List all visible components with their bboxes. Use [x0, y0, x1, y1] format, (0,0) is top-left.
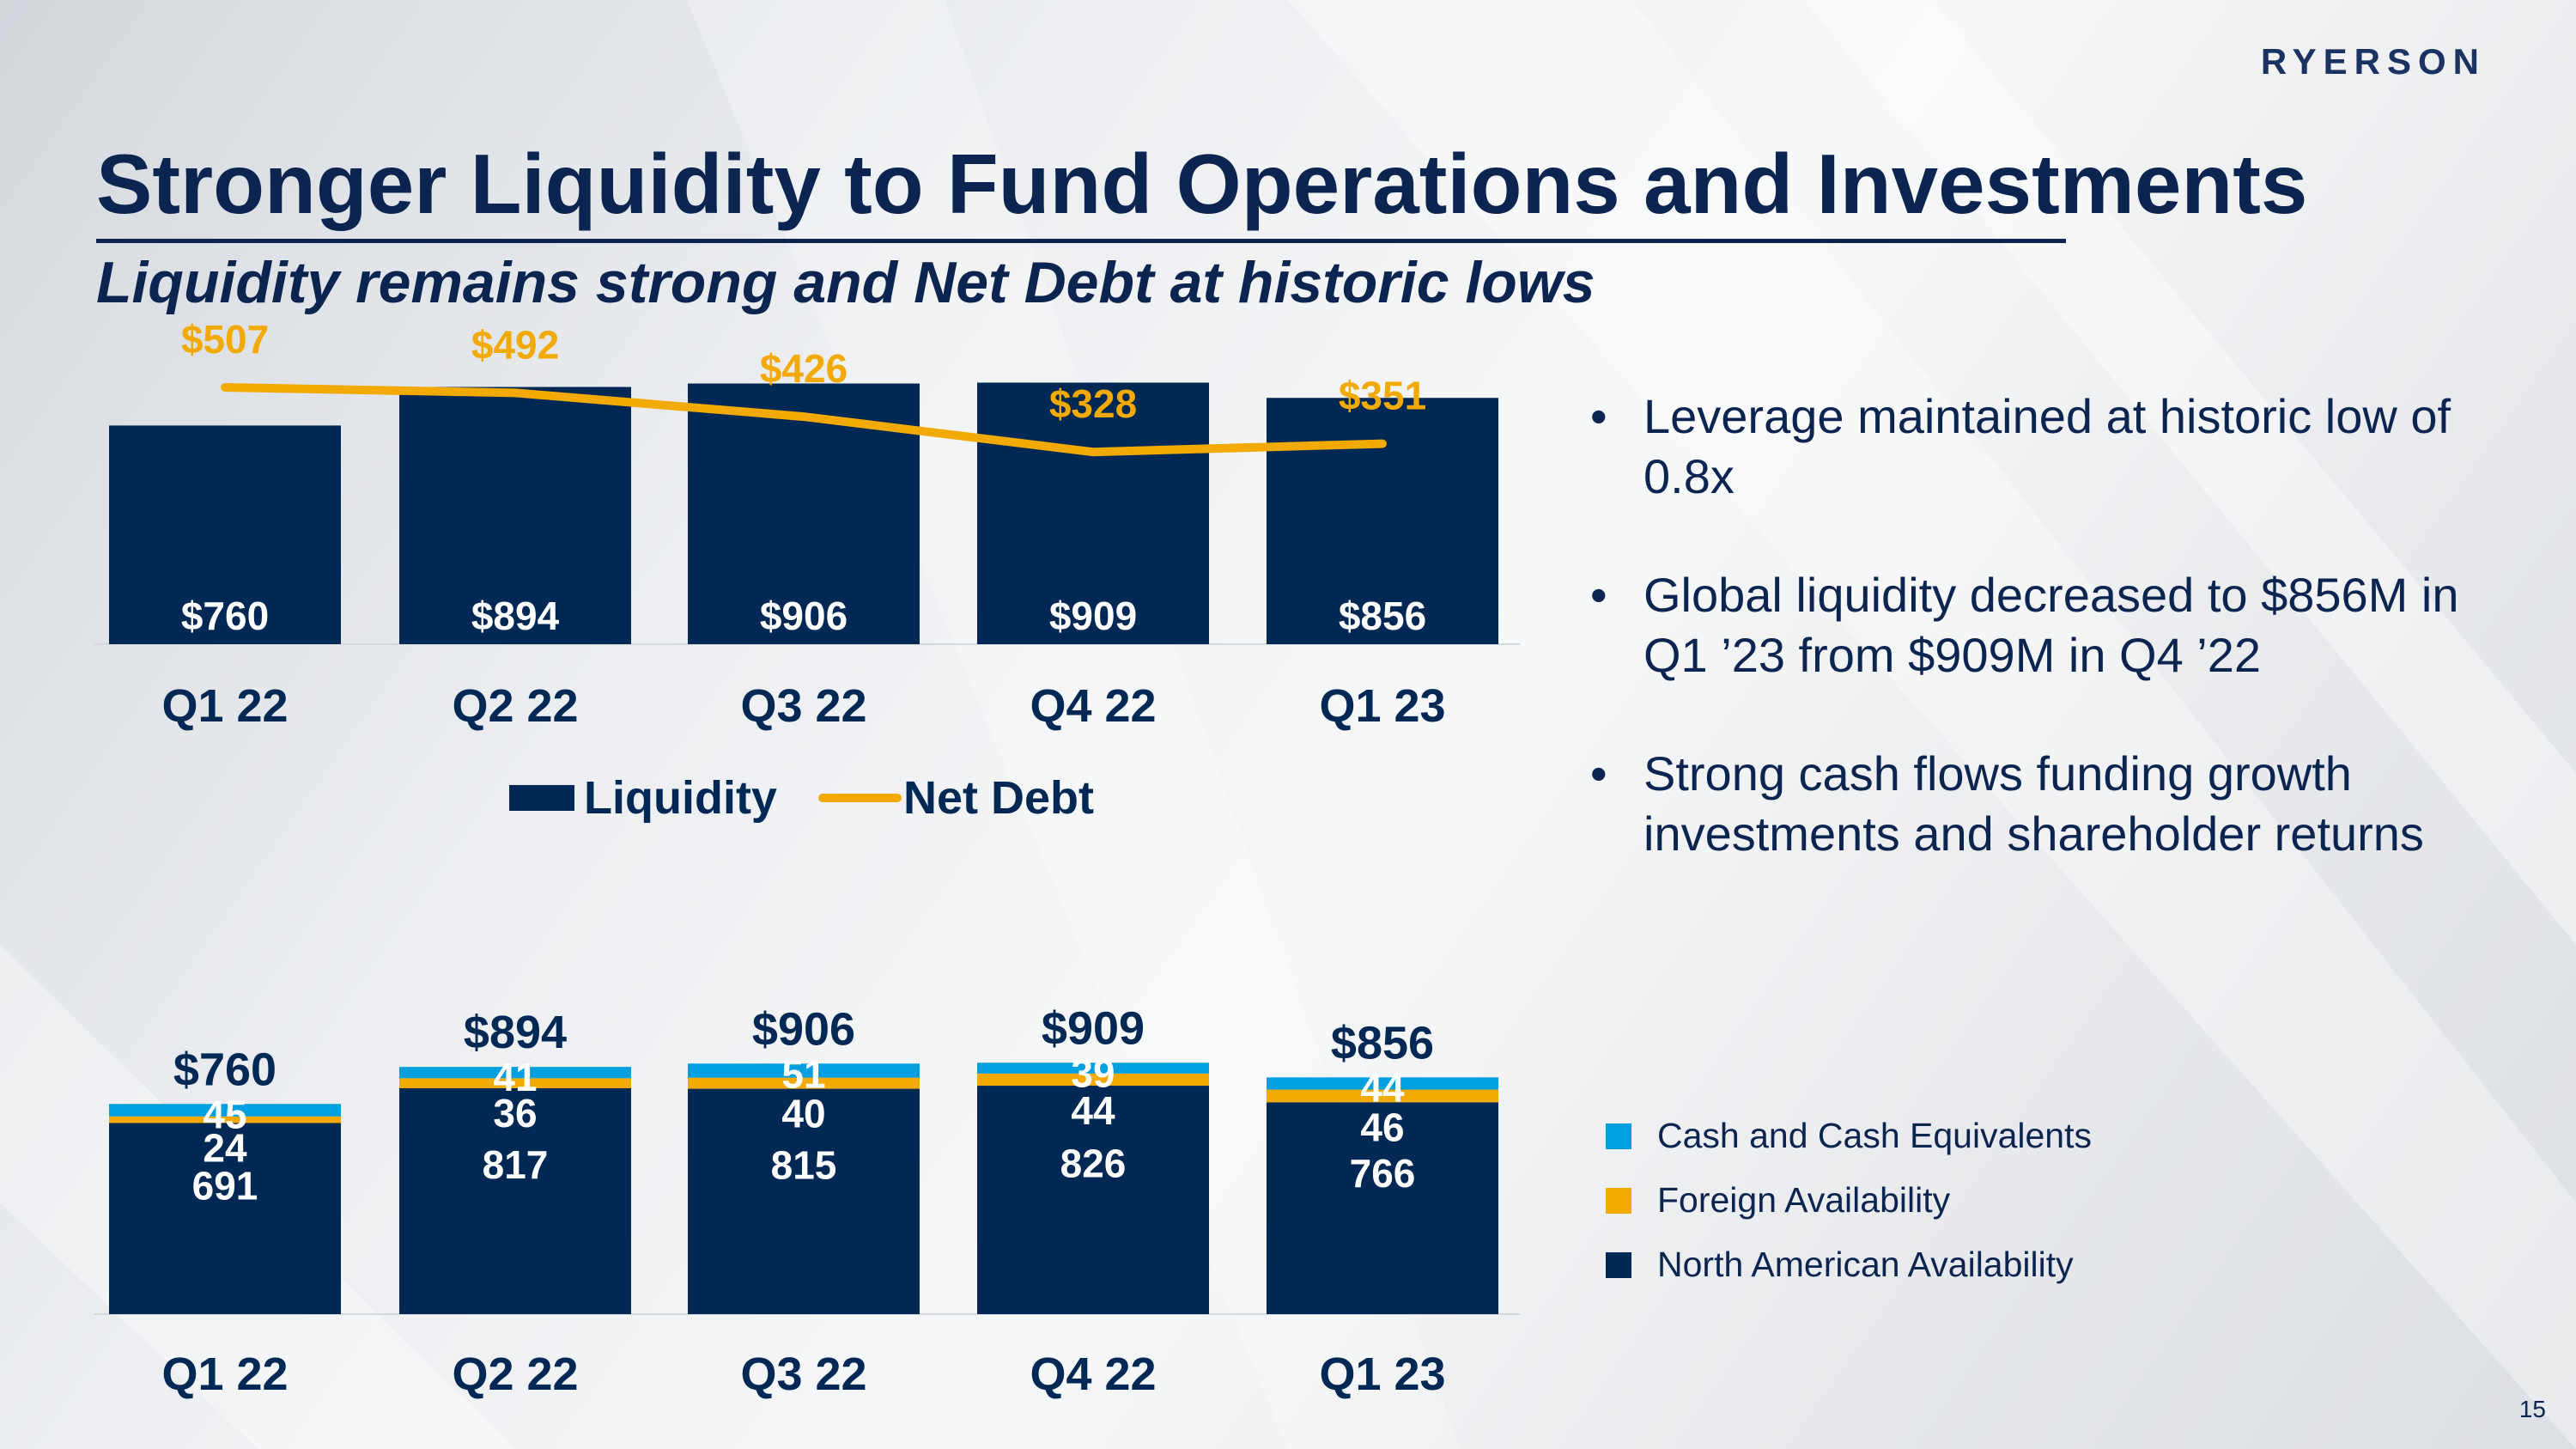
- legend-label-net-debt: Net Debt: [903, 772, 1094, 824]
- north-american-segment: [977, 1086, 1209, 1314]
- x-tick-label: Q4 22: [1030, 1349, 1156, 1400]
- north-american-value: 815: [771, 1143, 837, 1188]
- bullet-item: • Global liquidity decreased to $856M in …: [1590, 568, 2459, 682]
- net-debt-label: $328: [1049, 381, 1137, 426]
- cash-segment: [399, 1067, 631, 1079]
- legend-swatch-north-american: [1606, 1251, 1631, 1278]
- bullet-text: Global liquidity decreased to $856M in Q…: [1643, 568, 2459, 682]
- total-label: $856: [1331, 1017, 1434, 1068]
- liquidity-bar-label: $906: [760, 594, 848, 638]
- bullet-text: Strong cash flows funding growth investm…: [1643, 746, 2424, 861]
- net-debt-label: $507: [181, 318, 269, 362]
- net-debt-label: $351: [1339, 374, 1426, 418]
- foreign-value: 40: [781, 1092, 825, 1136]
- legend-item-north-american: North American Availability: [1606, 1233, 2092, 1297]
- total-label: $760: [173, 1044, 276, 1095]
- legend-swatch-liquidity: [509, 785, 574, 811]
- liquidity-bar-label: $856: [1339, 594, 1426, 638]
- legend-item-cash: Cash and Cash Equivalents: [1606, 1104, 2092, 1168]
- liquidity-bar-label: $760: [181, 594, 269, 638]
- foreign-value: 44: [1071, 1088, 1115, 1133]
- north-american-value: 817: [483, 1142, 549, 1187]
- liquidity-bar: [109, 425, 341, 644]
- total-label: $909: [1042, 1002, 1145, 1054]
- cash-segment: [977, 1062, 1209, 1074]
- liquidity-bar-label: $894: [471, 594, 560, 638]
- x-tick-label: Q1 23: [1319, 1349, 1445, 1400]
- legend-label-liquidity: Liquidity: [584, 772, 777, 824]
- liquidity-bar-label: $909: [1049, 594, 1137, 638]
- cash-value: 51: [781, 1051, 825, 1096]
- north-american-segment: [688, 1088, 920, 1314]
- foreign-value: 24: [203, 1125, 247, 1170]
- north-american-segment: [1267, 1102, 1498, 1314]
- north-american-segment: [109, 1123, 341, 1314]
- slide-title: Stronger Liquidity to Fund Operations an…: [96, 137, 2308, 231]
- legend-swatch-cash: [1606, 1123, 1631, 1149]
- ryerson-logo: RYERSON: [2260, 41, 2486, 82]
- x-tick-label: Q4 22: [1030, 680, 1156, 732]
- cash-segment: [109, 1104, 341, 1117]
- cash-value: 45: [203, 1092, 246, 1136]
- legend-item-foreign: Foreign Availability: [1606, 1168, 2092, 1233]
- north-american-value: 766: [1350, 1151, 1416, 1196]
- foreign-segment: [399, 1078, 631, 1088]
- liquidity-net-debt-chart: $760 Q1 22 $894 Q2 22 $906 Q3 22 $909 Q4 22 $856…: [94, 318, 1520, 824]
- legend-label-cash: Cash and Cash Equivalents: [1657, 1116, 2092, 1155]
- bullet-item: • Strong cash flows funding growth invest…: [1590, 746, 2424, 861]
- net-debt-line: [221, 383, 1387, 457]
- north-american-value: 691: [192, 1163, 258, 1208]
- x-tick-label: Q1 22: [161, 1349, 288, 1400]
- total-label: $894: [464, 1007, 567, 1058]
- x-tick-label: Q3 22: [740, 680, 866, 732]
- cash-segment: [688, 1063, 920, 1078]
- liquidity-bar: [399, 387, 631, 644]
- foreign-value: 36: [493, 1091, 537, 1135]
- legend-swatch-foreign: [1606, 1187, 1631, 1214]
- foreign-segment: [1267, 1089, 1498, 1103]
- stacked-chart-legend: Cash and Cash Equivalents Foreign Availa…: [1606, 1104, 2092, 1297]
- x-tick-label: Q1 23: [1319, 680, 1445, 732]
- net-debt-label: $426: [760, 346, 848, 391]
- cash-segment: [1267, 1077, 1498, 1090]
- cash-value: 41: [493, 1055, 537, 1099]
- slide-subtitle: Liquidity remains strong and Net Debt at…: [96, 250, 1595, 315]
- foreign-segment: [109, 1116, 341, 1123]
- liquidity-bar: [977, 382, 1209, 644]
- foreign-segment: [977, 1073, 1209, 1087]
- title-underline: [96, 239, 2066, 243]
- north-american-value: 826: [1060, 1141, 1127, 1185]
- foreign-value: 46: [1360, 1105, 1404, 1149]
- legend-label-north-american: North American Availability: [1657, 1245, 2074, 1284]
- key-points-list: • Leverage maintained at historic low of …: [1589, 387, 2499, 922]
- bullet-item: • Leverage maintained at historic low of …: [1590, 389, 2451, 503]
- legend-label-foreign: Foreign Availability: [1657, 1180, 1951, 1220]
- x-tick-label: Q2 22: [452, 680, 578, 732]
- x-tick-label: Q2 22: [452, 1349, 578, 1400]
- page-number: 15: [2518, 1396, 2546, 1422]
- total-label: $906: [752, 1003, 855, 1055]
- x-tick-label: Q1 22: [161, 680, 288, 732]
- north-american-segment: [399, 1087, 631, 1314]
- foreign-segment: [688, 1077, 920, 1089]
- liquidity-bar: [1267, 398, 1498, 644]
- cash-value: 44: [1360, 1065, 1405, 1110]
- bullet-text: Leverage maintained at historic low of 0…: [1643, 389, 2451, 503]
- cash-value: 39: [1071, 1050, 1115, 1095]
- x-tick-label: Q3 22: [740, 1349, 866, 1400]
- net-debt-label: $492: [471, 322, 559, 367]
